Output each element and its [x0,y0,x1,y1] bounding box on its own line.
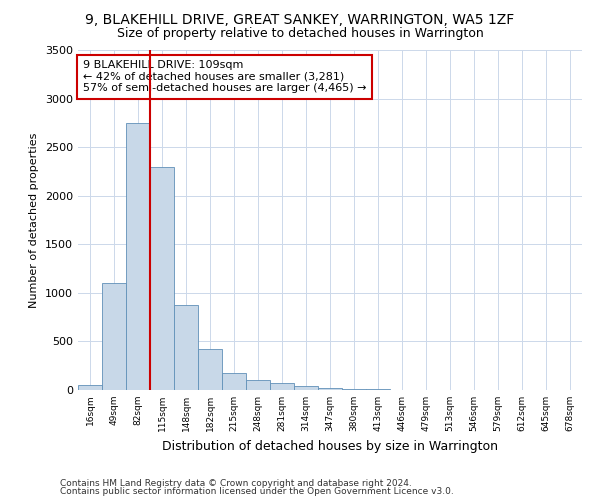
Bar [270,383,294,390]
Bar [78,385,102,390]
Text: 9 BLAKEHILL DRIVE: 109sqm
← 42% of detached houses are smaller (3,281)
57% of se: 9 BLAKEHILL DRIVE: 109sqm ← 42% of detac… [83,60,367,94]
Text: 9, BLAKEHILL DRIVE, GREAT SANKEY, WARRINGTON, WA5 1ZF: 9, BLAKEHILL DRIVE, GREAT SANKEY, WARRIN… [85,12,515,26]
Bar [150,166,174,390]
X-axis label: Distribution of detached houses by size in Warrington: Distribution of detached houses by size … [162,440,498,452]
Bar [222,373,246,390]
Y-axis label: Number of detached properties: Number of detached properties [29,132,40,308]
Text: Contains HM Land Registry data © Crown copyright and database right 2024.: Contains HM Land Registry data © Crown c… [60,478,412,488]
Bar [102,283,126,390]
Text: Contains public sector information licensed under the Open Government Licence v3: Contains public sector information licen… [60,487,454,496]
Bar [198,349,222,390]
Text: Size of property relative to detached houses in Warrington: Size of property relative to detached ho… [116,28,484,40]
Bar [294,386,318,390]
Bar [174,304,198,390]
Bar [246,380,270,390]
Bar [366,389,390,390]
Bar [126,123,150,390]
Bar [342,389,366,390]
Bar [318,388,342,390]
